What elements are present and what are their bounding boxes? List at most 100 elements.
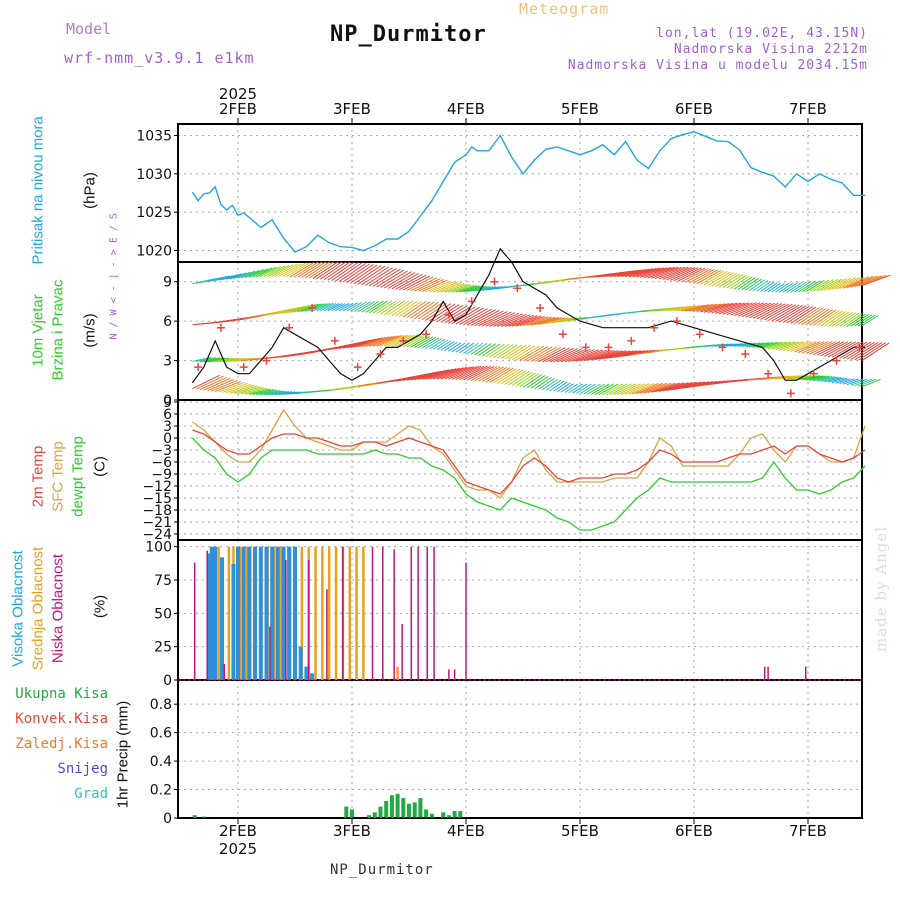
bottom-day-label: 7FEB xyxy=(789,822,827,840)
wind-arrow xyxy=(722,274,744,289)
low-cloud-bar xyxy=(417,546,419,680)
total-rain-bar xyxy=(412,802,417,818)
gust-marker xyxy=(809,369,818,378)
wind-arrow xyxy=(726,302,757,316)
wind-arrow xyxy=(692,303,722,312)
wind-arrow xyxy=(297,303,319,313)
gust-marker xyxy=(216,323,225,332)
wind-arrow xyxy=(376,269,405,288)
wind-arrow xyxy=(523,374,543,388)
wind-arrow xyxy=(850,275,878,288)
wind-arrow xyxy=(809,341,837,355)
wind-arrow xyxy=(801,375,824,381)
wind-arrow xyxy=(259,266,281,278)
wind-arrow xyxy=(455,307,484,325)
wind-arrow xyxy=(557,348,587,363)
wind-arrow xyxy=(451,342,466,353)
wind-arrow xyxy=(478,366,504,382)
wind-arrow xyxy=(666,381,697,391)
total-rain-bar xyxy=(452,810,457,818)
total-rain-bar xyxy=(418,798,423,818)
high-cloud-bar xyxy=(209,546,214,680)
gust-marker xyxy=(558,330,567,339)
total-rain-bar xyxy=(384,800,389,818)
wind-arrow xyxy=(786,375,812,380)
wind-arrow xyxy=(801,280,821,293)
wind-arrow xyxy=(831,311,853,327)
wind-arrow xyxy=(361,336,390,348)
wind-arrow xyxy=(376,300,397,315)
wind-arrow xyxy=(658,266,689,280)
wind-direction-arrows xyxy=(192,261,891,396)
wind-arrow xyxy=(767,341,791,350)
low-cloud-bar xyxy=(453,669,456,680)
wind-arrow xyxy=(512,315,542,327)
wind-arrow xyxy=(568,349,599,363)
wind-arrow xyxy=(327,261,355,281)
wind-arrow xyxy=(353,301,371,312)
wind-arrow xyxy=(493,344,514,359)
wind-arrow xyxy=(354,337,384,348)
wind-arrow xyxy=(790,341,817,352)
mid-cloud-bar xyxy=(300,546,304,680)
wind-arrow xyxy=(402,301,427,318)
wind-arrow xyxy=(628,383,655,395)
wind-arrow xyxy=(357,336,387,348)
wind-arrow xyxy=(827,341,856,358)
wind-arrow xyxy=(805,341,833,355)
wind-arrow xyxy=(372,268,401,287)
wind-arrow xyxy=(858,314,876,327)
wind-arrow xyxy=(835,312,856,327)
y-tick-label: −21 xyxy=(142,515,172,531)
bottom-day-label: 6FEB xyxy=(675,822,713,840)
y-tick-label: 9 xyxy=(163,395,172,411)
wind-arrow xyxy=(858,275,887,287)
wind-arrow xyxy=(226,383,251,394)
wind-arrow xyxy=(470,365,498,381)
wind-arrow xyxy=(395,300,418,317)
wind-arrow xyxy=(575,383,592,394)
top-day-label: 2FEB xyxy=(219,100,257,118)
wind-arrow xyxy=(730,342,747,347)
wind-arrow xyxy=(722,302,753,315)
wind-arrow xyxy=(211,380,238,392)
wind-arrow xyxy=(316,302,334,312)
wind-arrow xyxy=(267,390,286,396)
wind-arrow xyxy=(508,370,530,386)
wind-arrow xyxy=(613,383,637,396)
gust-marker xyxy=(741,350,750,358)
wind-arrow xyxy=(733,302,765,317)
wind-arrow xyxy=(526,346,553,362)
wind-arrow xyxy=(485,312,516,327)
wind-arrow xyxy=(459,365,488,381)
wind-arrow xyxy=(541,378,558,391)
wind-arrow xyxy=(748,302,779,319)
wind-arrow xyxy=(459,285,481,293)
wind-arrow xyxy=(523,316,552,327)
wind-arrow xyxy=(376,335,403,347)
wind-arrow xyxy=(485,343,505,358)
wind-arrow xyxy=(854,275,882,288)
wind-arrow xyxy=(241,387,265,395)
mid-cloud-bar xyxy=(327,546,331,680)
wind-arrow xyxy=(828,377,845,383)
low-cloud-bar xyxy=(804,666,807,680)
wind-arrow xyxy=(519,345,544,361)
wind-arrow xyxy=(440,366,471,380)
y-tick-label: 3 xyxy=(163,419,172,435)
wind-arrow xyxy=(816,376,836,382)
wind-arrow xyxy=(195,375,224,390)
wind-arrow xyxy=(222,274,238,281)
wind-arrow xyxy=(534,376,552,390)
wind-arrow xyxy=(767,282,782,293)
gust-marker xyxy=(330,336,339,345)
mid-cloud-bar xyxy=(362,546,365,680)
wind-arrow xyxy=(553,381,568,392)
wind-arrow xyxy=(688,303,718,312)
wind-arrow xyxy=(545,379,562,391)
wind-arrow xyxy=(508,345,531,360)
low-cloud-bar xyxy=(382,546,384,680)
wind-arrow xyxy=(218,382,245,393)
wind-arrow xyxy=(534,346,562,362)
wind-arrow xyxy=(286,262,311,278)
